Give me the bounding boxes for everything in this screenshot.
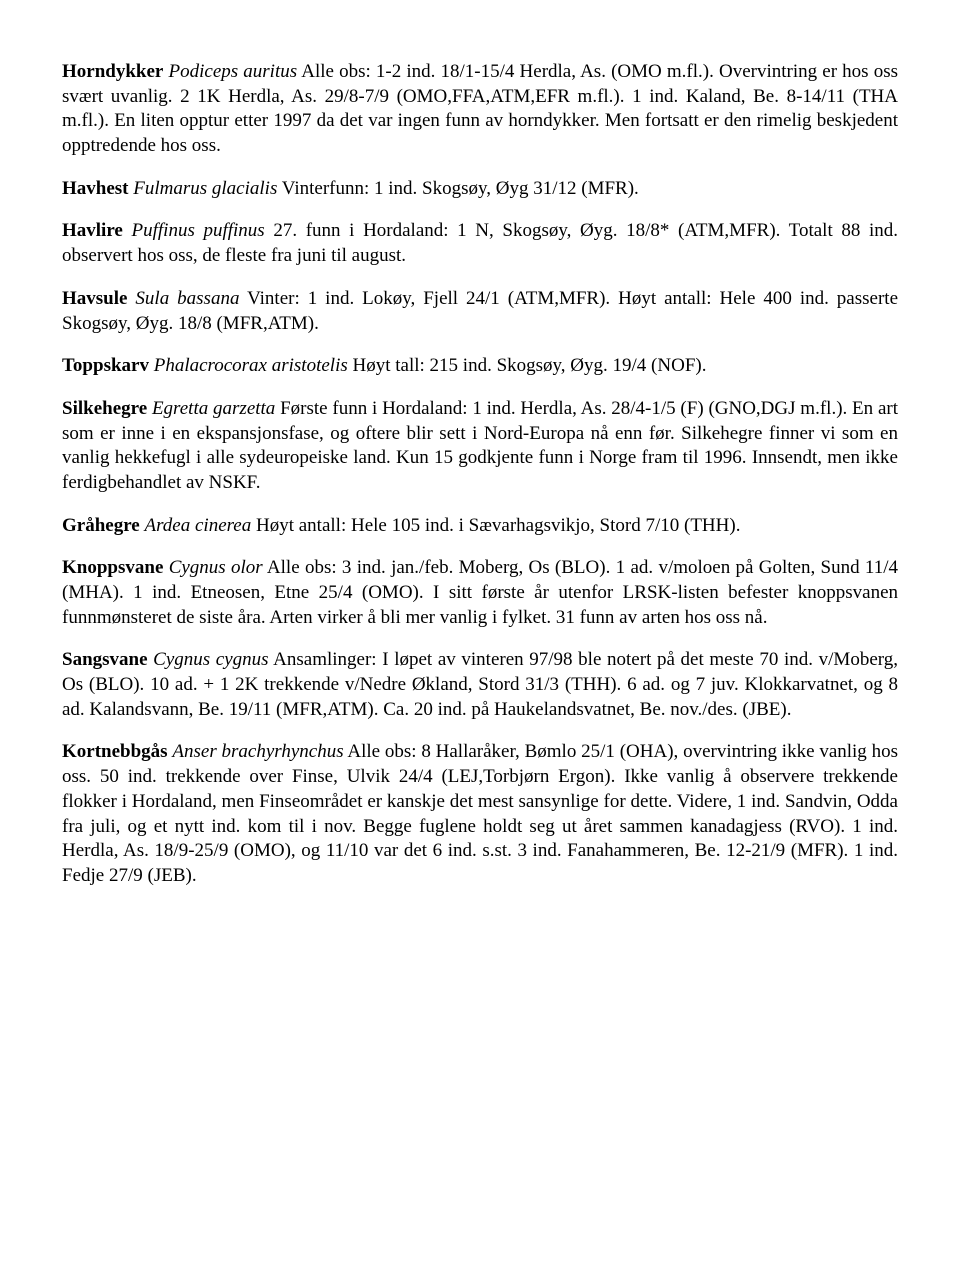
species-entry: Havsule Sula bassana Vinter: 1 ind. Lokø…	[62, 287, 898, 336]
species-observation-text: Alle obs: 8 Hallaråker, Bømlo 25/1 (OHA)…	[62, 741, 898, 885]
document-body: Horndykker Podiceps auritus Alle obs: 1-…	[62, 60, 898, 889]
species-entry: Kortnebbgås Anser brachyrhynchus Alle ob…	[62, 740, 898, 888]
species-latin-name: Podiceps auritus	[169, 61, 298, 82]
species-common-name: Sangsvane	[62, 649, 148, 670]
species-entry: Silkehegre Egretta garzetta Første funn …	[62, 397, 898, 496]
species-common-name: Gråhegre	[62, 515, 140, 536]
species-observation-text: Høyt antall: Hele 105 ind. i Sævarhagsvi…	[251, 515, 740, 536]
species-entry: Havlire Puffinus puffinus 27. funn i Hor…	[62, 219, 898, 268]
species-common-name: Knoppsvane	[62, 557, 163, 578]
species-latin-name: Ardea cinerea	[145, 515, 252, 536]
species-latin-name: Egretta garzetta	[152, 398, 275, 419]
species-entry: Horndykker Podiceps auritus Alle obs: 1-…	[62, 60, 898, 159]
species-latin-name: Sula bassana	[135, 288, 239, 309]
species-entry: Sangsvane Cygnus cygnus Ansamlinger: I l…	[62, 648, 898, 722]
species-common-name: Toppskarv	[62, 355, 149, 376]
species-common-name: Horndykker	[62, 61, 163, 82]
species-common-name: Kortnebbgås	[62, 741, 168, 762]
species-common-name: Havlire	[62, 220, 123, 241]
species-latin-name: Puffinus puffinus	[132, 220, 265, 241]
species-latin-name: Phalacrocorax aristotelis	[154, 355, 348, 376]
species-latin-name: Cygnus olor	[169, 557, 263, 578]
species-common-name: Havsule	[62, 288, 127, 309]
species-observation-text: Høyt tall: 215 ind. Skogsøy, Øyg. 19/4 (…	[348, 355, 707, 376]
species-common-name: Havhest	[62, 178, 129, 199]
species-entry: Toppskarv Phalacrocorax aristotelis Høyt…	[62, 354, 898, 379]
species-latin-name: Anser brachyrhynchus	[172, 741, 343, 762]
species-observation-text: Vinterfunn: 1 ind. Skogsøy, Øyg 31/12 (M…	[277, 178, 638, 199]
species-common-name: Silkehegre	[62, 398, 147, 419]
species-latin-name: Fulmarus glacialis	[133, 178, 277, 199]
species-entry: Knoppsvane Cygnus olor Alle obs: 3 ind. …	[62, 556, 898, 630]
species-latin-name: Cygnus cygnus	[153, 649, 268, 670]
species-entry: Havhest Fulmarus glacialis Vinterfunn: 1…	[62, 177, 898, 202]
species-entry: Gråhegre Ardea cinerea Høyt antall: Hele…	[62, 514, 898, 539]
